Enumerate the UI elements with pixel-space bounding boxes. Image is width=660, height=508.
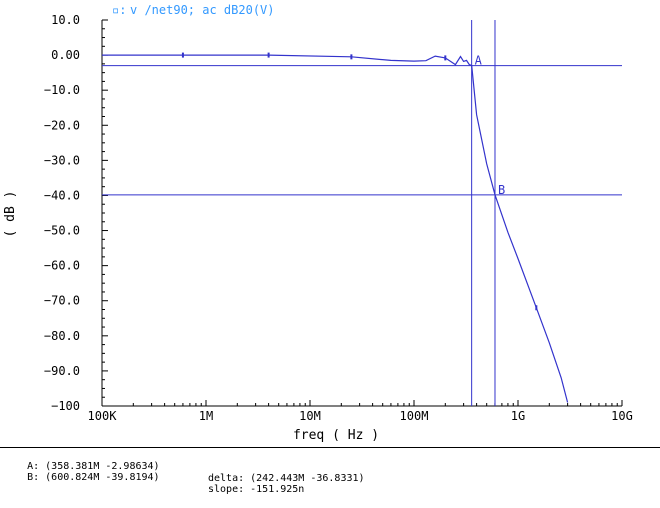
trace-point-marker [267, 52, 270, 58]
legend[interactable]: ▫: v /net90; ac dB20(V) [112, 3, 275, 17]
y-tick-label: −20.0 [44, 118, 80, 132]
y-tick-label: −90.0 [44, 364, 80, 378]
x-tick-label: 1M [199, 409, 213, 423]
y-tick-label: −30.0 [44, 153, 80, 167]
cursor-readout: A: (358.381M -2.98634) delta: (242.443M … [0, 447, 660, 495]
marker-a-readout: A: (358.381M -2.98634) [27, 461, 160, 472]
marker-labels: AB [475, 54, 506, 197]
y-tick-label: −50.0 [44, 224, 80, 238]
x-tick-label: 100M [400, 409, 429, 423]
y-tick-labels: 10.0 0.00 −10.0 −20.0 −30.0 −40.0 −50.0 −60.0 −7… [44, 13, 80, 413]
x-axis-label: freq ( Hz ) [293, 428, 379, 443]
x-tick-label: 10M [299, 409, 321, 423]
slope-readout: slope: -151.925n [208, 484, 305, 495]
cursor-lines[interactable] [102, 20, 622, 406]
x-tick-label: 10G [611, 409, 633, 423]
y-tick-label: 0.00 [51, 48, 80, 62]
y-tick-label: −70.0 [44, 294, 80, 308]
axes [101, 19, 623, 407]
series-trace[interactable] [102, 54, 569, 403]
y-tick-label: −80.0 [44, 329, 80, 343]
y-axis-label: ( dB ) [3, 191, 18, 238]
marker-a-label: A [475, 54, 483, 68]
y-tick-label: −100 [51, 399, 80, 413]
marker-b-label: B [498, 183, 505, 197]
x-tick-label: 100K [88, 409, 118, 423]
x-tick-label: 1G [511, 409, 525, 423]
y-tick-label: −60.0 [44, 259, 80, 273]
waveform-plot[interactable]: 10.0 0.00 −10.0 −20.0 −30.0 −40.0 −50.0 −60.0 −7… [0, 0, 660, 447]
y-tick-label: 10.0 [51, 13, 80, 27]
trace-group[interactable] [102, 52, 569, 403]
legend-label: v /net90; ac dB20(V) [130, 3, 275, 17]
y-tick-label: −40.0 [44, 188, 80, 202]
trace-point-marker [350, 54, 353, 60]
y-tick-label: −10.0 [44, 83, 80, 97]
legend-marker-icon: ▫: [112, 3, 126, 17]
trace-point-marker [181, 52, 184, 58]
trace-point-marker [535, 305, 538, 311]
trace-point-marker [444, 55, 447, 61]
x-tick-labels: 100K 1M 10M 100M 1G 10G [88, 409, 633, 423]
